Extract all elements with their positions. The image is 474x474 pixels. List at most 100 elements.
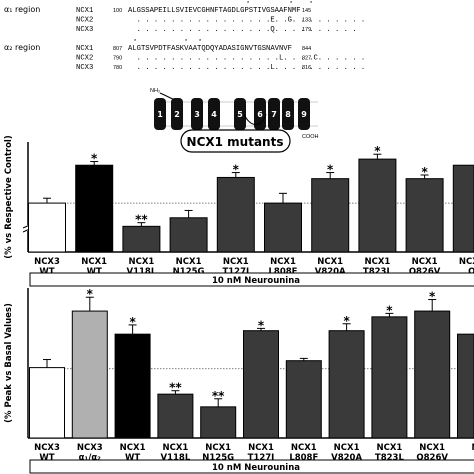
alpha2-row-start-position: 807 [113, 46, 122, 52]
alpha1-row-start-position: 100 [113, 8, 122, 14]
alpha2-row-isoform-name: NCX2 [76, 55, 93, 63]
chart-1-bar [358, 158, 397, 253]
cooh-label: COOH [302, 134, 319, 140]
chart-2-tick-label: N [471, 443, 474, 453]
tm-segment-9 [298, 98, 310, 130]
alpha1-row-sequence: ALGSSAPEILLSVIEVCGHNFTAGDLGPSTIVGSAAFNMF [128, 7, 301, 15]
chart-1-tick-label: Q [468, 267, 474, 277]
mutants-label: NCX1 mutants [187, 135, 284, 149]
chart-2-tick-label: NCX1 [248, 443, 274, 453]
alpha2-row-start-position: 790 [113, 56, 122, 62]
chart-2-bar [285, 360, 322, 439]
chart-1-significance-label: * [327, 163, 334, 177]
alpha2-row-start-position: 780 [113, 65, 122, 71]
alignment-asterisk: * [185, 39, 188, 45]
chart-2-tick-label: NCX1 [291, 443, 317, 453]
mutants-box [180, 129, 291, 153]
chart-2-significance-label: * [343, 314, 350, 328]
tm-segment-label: 1 [157, 110, 163, 119]
chart-1-tick-label: NCX1 [364, 257, 390, 267]
chart-2-tick-label: T127I [248, 453, 275, 463]
chart-1-bar [311, 178, 350, 253]
chart-1-tick-label: WT [87, 267, 102, 277]
chart-1-neurounina-control: (% vs Respective Control) NCX3WT*NCX1WT*… [4, 135, 474, 287]
chart-2-bar [371, 316, 408, 439]
chart-2-bar [157, 393, 194, 439]
sequence-panel: α₁ region α₂ region NCX1 100 ALGSSAPEILLSV… [4, 1, 365, 72]
chart-1-tick-label: NCX1 [81, 257, 107, 267]
alpha2-row-sequence: . . . . . . . . . . . . . . . . .L. . . … [128, 55, 365, 63]
chart-2-bar [414, 310, 451, 439]
chart-1-tick-label: NCX1 [176, 257, 202, 267]
chart-2-tick-label: NCX1 [205, 443, 231, 453]
chart-1-significance-label: * [91, 152, 98, 166]
chart-2-tick-label: V118L [161, 453, 191, 463]
alpha2-row-isoform-name: NCX3 [76, 64, 93, 72]
alpha2-row-sequence: . . . . . . . . . . . . . . . .L. . . . … [128, 64, 365, 72]
alpha2-region-label: α₂ region [4, 43, 40, 52]
tm-segment-6 [254, 98, 266, 130]
chart-2-tick-label: NCX1 [120, 443, 146, 453]
chart-2-tick-label: α₁/α₂ [79, 453, 102, 463]
chart-1-tick-label: T823L [363, 267, 393, 277]
chart-1-tick-label: NCX1 [128, 257, 154, 267]
chart-2-tick-label: NCX1 [162, 443, 188, 453]
chart-1-tick-label: L808F [269, 267, 298, 277]
tm-segment-label: 2 [174, 110, 180, 119]
chart-2-bar [114, 333, 151, 439]
alpha2-alignment: NCX1 807 ALGTSVPDTFASKVAATQDQYADASIGNVTGSN… [76, 45, 365, 72]
chart-1-bar [264, 202, 302, 253]
alignment-asterisk: * [199, 39, 202, 45]
alignment-asterisk: * [247, 1, 250, 7]
chart-2-tick-label: NCX3 [34, 443, 60, 453]
chart-2-y-axis-label: (% Peak vs Basal Values) [4, 303, 14, 423]
chart-2-tick-label: NCX3 [77, 443, 103, 453]
chart-2-tick-label: WT [125, 453, 140, 463]
alpha2-row-sequence: ALGTSVPDTFASKVAATQDQYADASIGNVTGSNAVNVF [128, 45, 292, 53]
chart-2-bar [328, 330, 365, 439]
chart-1-tick-label: NCX1 [412, 257, 438, 267]
nh2-label: NH₂ [150, 88, 160, 94]
chart-1-tick-label: V820A [315, 267, 346, 277]
chart-1-tick-label: NCX1 [270, 257, 296, 267]
chart-2-tick-label: N125G [202, 453, 234, 463]
chart-1-tick-label: WT [39, 267, 54, 277]
chart-2-bar [71, 310, 108, 439]
chart-1-tick-label: T127I [222, 267, 249, 277]
chart-1-bar [452, 164, 474, 253]
tm-segment-label: 8 [285, 110, 291, 119]
tm-segment-5 [234, 98, 246, 130]
chart-1-tick-label: Q826V [409, 267, 441, 277]
chart-2-tick-label: NCX1 [376, 443, 402, 453]
chart-2-tick-label: Q826V [416, 453, 448, 463]
chart-1-treatment-label: 10 nM Neurounina [212, 276, 300, 286]
chart-1-tick-label: NCX1 [459, 257, 474, 267]
chart-2-tick-label: T823L [375, 453, 405, 463]
chart-2-tick-label: WT [39, 453, 54, 463]
chart-2-bar [243, 330, 279, 439]
chart-2-treatment-label: 10 nM Neurounina [212, 463, 300, 473]
alpha1-row-sequence: . . . . . . . . . . . . . . . .E. .G. . … [128, 17, 365, 25]
tm-segment-8 [282, 98, 294, 130]
alpha1-region-label: α₁ region [4, 5, 40, 14]
chart-2-significance-label: * [386, 303, 393, 317]
chart-1-tick-label: NCX3 [34, 257, 60, 267]
chart-1-y-axis-label: (% vs Respective Control) [4, 135, 14, 259]
chart-2-peak-vs-basal: (% Peak vs Basal Values) NCX3WT*NCX3α₁/α… [4, 287, 474, 474]
alignment-asterisk: * [290, 1, 293, 7]
chart-1-marks: NCX3WT*NCX1WT**NCX1V118LNCX1N125G*NCX1T1… [22, 142, 474, 287]
alpha2-row-end-position: 844 [302, 46, 311, 52]
tm-segment-7 [268, 98, 280, 130]
chart-2-bar [29, 367, 65, 439]
chart-1-bar [28, 202, 66, 253]
chart-2-significance-label: * [87, 287, 94, 301]
alpha1-row-isoform-name: NCX3 [76, 26, 93, 34]
chart-2-treatment-box [29, 459, 474, 474]
tm-segment-3 [191, 98, 203, 130]
tm-segment-label: 5 [237, 110, 243, 119]
chart-1-bar [122, 225, 161, 253]
chart-1-significance-label: * [374, 144, 381, 158]
